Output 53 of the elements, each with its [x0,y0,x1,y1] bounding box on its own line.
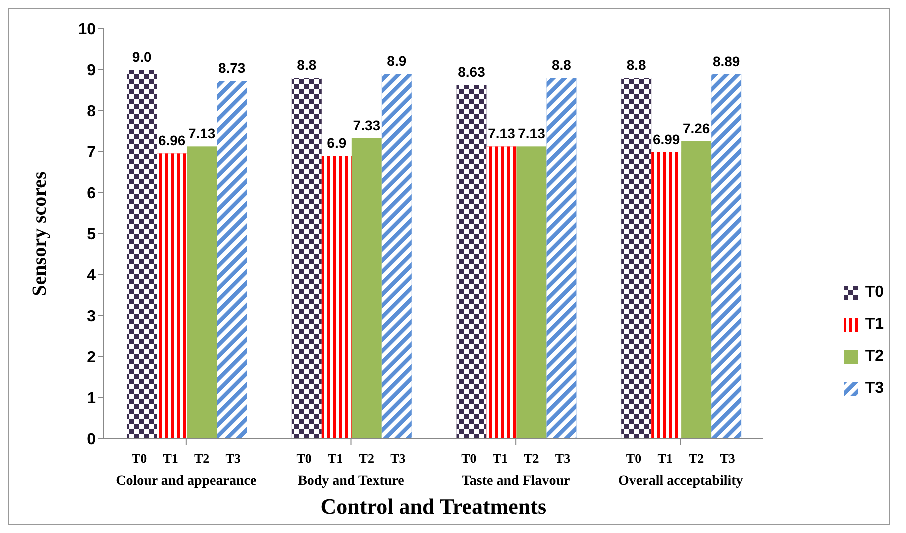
legend-label: T0 [865,284,884,302]
data-label: 6.96 [158,132,186,149]
text: T3 [720,451,736,466]
data-label: 7.13 [518,126,546,142]
text: T0 [296,451,312,466]
text: T0 [462,451,477,466]
data-label: 8.9 [387,53,407,70]
data-label: 8.73 [218,60,246,76]
data-label: 8.63 [458,64,486,80]
y-tick-label: 1 [87,390,96,408]
y-tick-label: 9 [87,62,96,80]
data-label: 8.8 [297,57,317,74]
y-tick-label: 5 [87,226,96,244]
data-label: 9.0 [132,49,152,65]
text: T0 [132,451,148,466]
y-tick-label: 6 [87,186,96,203]
text: T1 [492,451,508,466]
text: T1 [328,451,344,466]
x-tick-label: Colour and appearance [116,474,257,489]
y-tick-label: 7 [87,144,96,162]
x-tick-label: Overall acceptability [618,474,744,489]
data-label: 6.9 [327,135,347,152]
text: T3 [226,451,241,466]
text: T2 [194,451,210,466]
data-label: 7.13 [488,126,516,142]
text: T2 [359,451,374,466]
data-label: 7.26 [682,120,710,136]
legend-label: T2 [865,348,884,366]
x-tick-label: Taste and Flavour [462,474,570,489]
text: T3 [555,451,571,466]
data-label: 8.8 [552,57,572,74]
text: T0 [626,451,642,466]
y-tick-label: 0 [87,432,96,449]
y-tick-label: 3 [87,308,96,326]
text: T1 [163,451,178,466]
legend-label: T3 [865,380,884,398]
text: T3 [390,451,406,466]
legend-label: T1 [865,316,884,334]
text: T2 [524,451,540,466]
y-tick-label: 4 [87,268,96,285]
x-axis-title: Control and Treatments [320,494,547,519]
y-tick-label: 8 [87,104,96,121]
y-tick-label: 2 [87,350,96,367]
data-label: 8.89 [712,54,740,70]
data-label: 6.99 [652,131,680,148]
data-label: 7.13 [188,126,216,142]
y-tick-label: 10 [78,22,96,39]
data-label: 8.8 [626,57,647,74]
text: T1 [658,451,673,466]
x-tick-label: Body and Texture [298,474,404,489]
y-axis-title: Sensory scores [29,171,52,296]
data-label: 7.33 [353,117,381,134]
text: T2 [688,451,704,466]
